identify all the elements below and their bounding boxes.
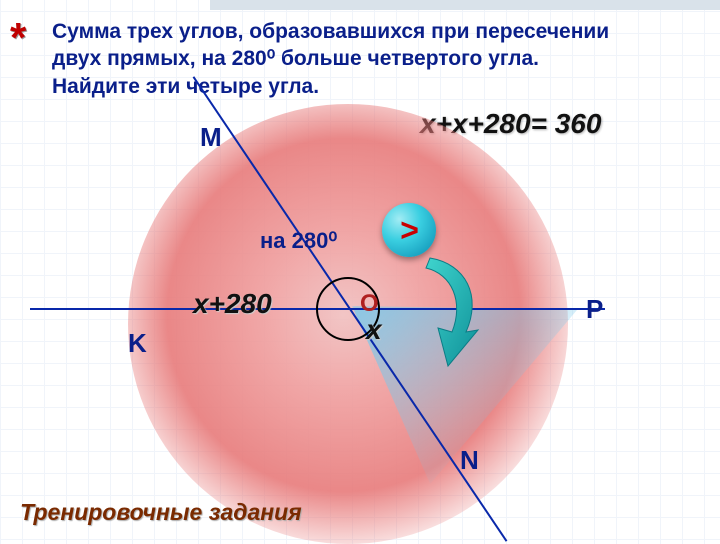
top-strip <box>210 0 720 10</box>
point-P: P <box>586 294 603 325</box>
x-label: x <box>366 314 382 346</box>
gt-icon: > <box>400 212 419 249</box>
na-280-label: на 280⁰ <box>260 228 337 254</box>
asterisk-icon: * <box>10 14 26 62</box>
diagram: M K P N O x x+280 на 280⁰ > <box>0 110 720 480</box>
problem-line3: Найдите эти четыре угла. <box>52 75 319 98</box>
problem-line2: двух прямых, на 280⁰ больше четвертого у… <box>52 47 539 70</box>
gt-badge: > <box>382 203 436 257</box>
curved-arrow-icon <box>396 252 486 372</box>
point-K: K <box>128 328 147 359</box>
problem-text: Сумма трех углов, образовавшихся при пер… <box>52 18 692 100</box>
point-M: M <box>200 122 222 153</box>
point-N: N <box>460 445 479 476</box>
xplus-label: x+280 <box>193 288 272 320</box>
problem-line1: Сумма трех углов, образовавшихся при пер… <box>52 20 609 43</box>
bottom-title: Тренировочные задания <box>20 499 302 526</box>
